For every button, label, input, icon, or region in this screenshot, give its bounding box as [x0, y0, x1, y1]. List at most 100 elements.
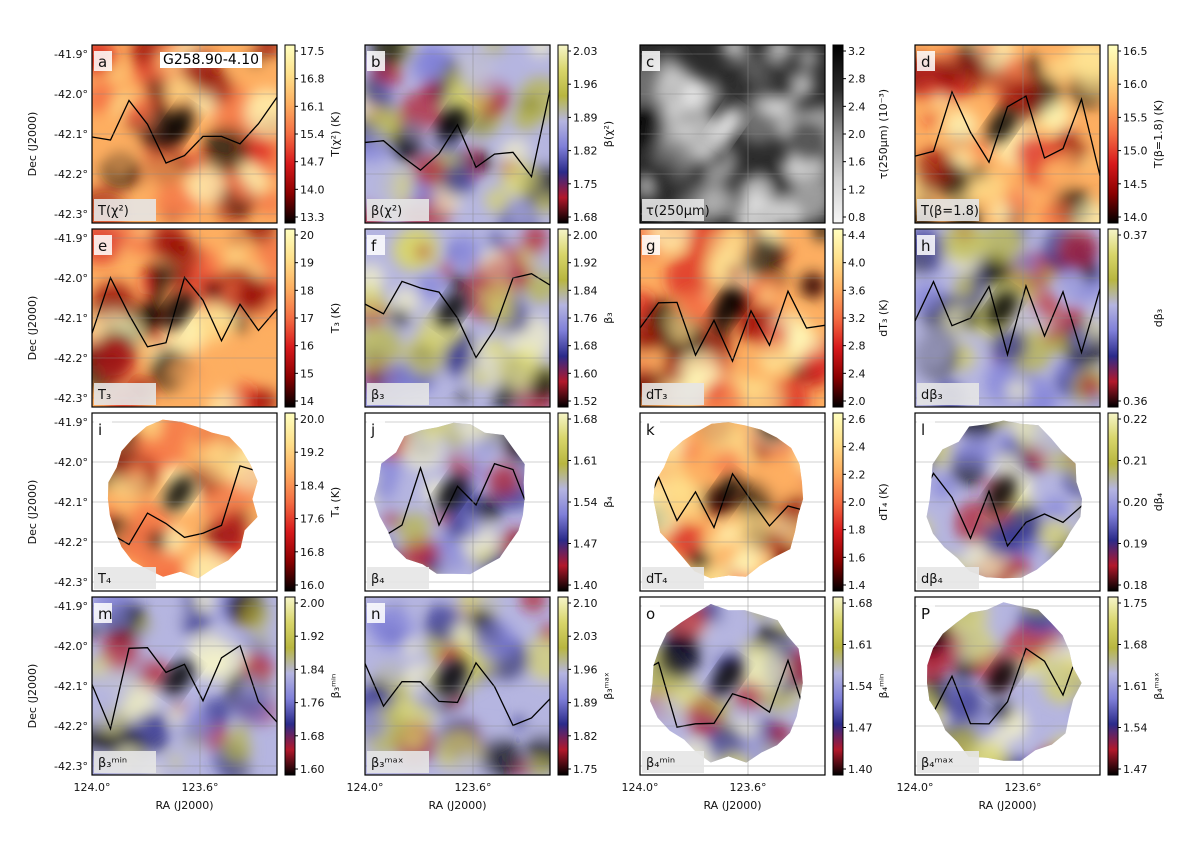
ra-tick-label: 124.0°: [74, 781, 111, 794]
colorbar-label: β₄: [602, 496, 615, 508]
panel-frame-n: [364, 596, 551, 776]
panel-label: T₄: [97, 572, 111, 587]
colorbar-tick: 1.40: [848, 763, 873, 776]
colorbar-f: [557, 228, 569, 408]
colorbar-tick: 1.75: [573, 178, 598, 191]
colorbar-tick: 1.82: [573, 730, 598, 743]
dec-tick-label: -42.2°: [54, 720, 88, 733]
colorbar-tick: 15.0: [1123, 145, 1148, 158]
panel-label: β₃: [371, 388, 385, 403]
panel-frame-g: [639, 228, 826, 408]
ra-tick-label: 124.0°: [897, 781, 934, 794]
colorbar-tick: 1.68: [848, 597, 873, 610]
dec-tick-label: -42.3°: [54, 760, 88, 773]
dec-tick-label: -41.9°: [54, 416, 88, 429]
figure-title: G258.90-4.10: [160, 52, 263, 68]
panel-b: b β(χ²) 1.68 1.75 1.82 1.89 1.96 2.03 β(χ²): [364, 44, 615, 224]
panel-letter: a: [98, 53, 107, 71]
ra-tick-label: 123.6°: [455, 781, 492, 794]
colorbar-tick: 20: [300, 229, 314, 242]
colorbar-tick: 1.89: [573, 111, 598, 124]
colorbar-j: [557, 412, 569, 592]
colorbar-tick: 16.8: [300, 73, 325, 86]
colorbar-tick: 16.1: [300, 100, 325, 113]
dec-tick-label: -42.3°: [54, 392, 88, 405]
colorbar-l: [1107, 412, 1119, 592]
ra-axis-label: RA (J2000): [978, 799, 1036, 812]
colorbar-tick: 1.6: [848, 551, 866, 564]
colorbar-tick: 1.84: [300, 663, 325, 676]
colorbar-tick: 18.4: [300, 479, 325, 492]
panel-frame-i: [91, 412, 278, 592]
colorbar-tick: 16.8: [300, 546, 325, 559]
colorbar-tick: 14.0: [1123, 211, 1148, 224]
panel-label: dT₄: [646, 572, 667, 587]
colorbar-m: [284, 596, 296, 776]
colorbar-b: [557, 44, 569, 224]
panel-letter: P: [921, 605, 930, 623]
dec-tick-label: -42.0°: [54, 272, 88, 285]
panel-letter: e: [98, 237, 107, 255]
colorbar-tick: 1.54: [1123, 722, 1148, 735]
colorbar-tick: 0.8: [848, 211, 866, 224]
colorbar-tick: 2.0: [848, 496, 866, 509]
colorbar-tick: 1.47: [1123, 763, 1148, 776]
colorbar-label: β₃: [602, 312, 615, 323]
colorbar-tick: 1.76: [300, 697, 325, 710]
dec-tick-label: -42.2°: [54, 536, 88, 549]
panel-g: g dT₃ 2.0 2.4 2.8 3.2 3.6 4.0 4.4 dT₃ (K): [639, 228, 890, 408]
colorbar-tick: 1.61: [573, 455, 598, 468]
panel-e: e T₃ 14 15 16 17 18 19 20 T₃ (K) -41.9° -42.0° -42.1…: [26, 228, 342, 408]
colorbar-tick: 0.37: [1123, 229, 1148, 242]
colorbar-tick: 2.10: [573, 597, 598, 610]
colorbar-tick: 14.7: [300, 156, 325, 169]
colorbar-tick: 16.0: [1123, 78, 1148, 91]
panel-frame-h: [914, 228, 1101, 408]
panel-letter: b: [371, 53, 381, 71]
panel-c: c τ(250μm) 0.8 1.2 1.6 2.0 2.4 2.8 3.2 τ(250μm) (…: [639, 44, 890, 224]
dec-tick-label: -42.0°: [54, 88, 88, 101]
panel-l: l dβ₄ 0.18 0.19 0.20 0.21 0.22 dβ₄: [914, 412, 1165, 592]
colorbar-a: [284, 44, 296, 224]
colorbar-e: [284, 228, 296, 408]
colorbar-tick: 1.2: [848, 183, 866, 196]
colorbar-tick: 3.2: [848, 312, 866, 325]
dec-axis-label: Dec (J2000): [26, 112, 39, 177]
dec-tick-label: -42.1°: [54, 680, 88, 693]
colorbar-tick: 1.54: [848, 680, 873, 693]
colorbar-tick: 14: [300, 395, 314, 408]
panel-f: f β₃ 1.52 1.60 1.68 1.76 1.84 1.92 2.00 β₃: [364, 228, 615, 408]
colorbar-tick: 2.00: [573, 229, 598, 242]
panel-letter: j: [370, 421, 375, 439]
colorbar-tick: 19: [300, 257, 314, 270]
dec-tick-label: -42.3°: [54, 208, 88, 221]
dec-tick-label: -41.9°: [54, 232, 88, 245]
colorbar-tick: 0.36: [1123, 395, 1148, 408]
colorbar-tick: 17.6: [300, 513, 325, 526]
panel-j: j β₄ 1.40 1.47 1.54 1.61 1.68 β₄: [364, 412, 615, 592]
colorbar-tick: 4.4: [848, 229, 866, 242]
colorbar-d: [1107, 44, 1119, 224]
colorbar-tick: 15.5: [1123, 111, 1148, 124]
panel-letter: l: [921, 421, 925, 439]
colorbar-tick: 17.5: [300, 45, 325, 58]
colorbar-label: τ(250μm) (10⁻³): [877, 89, 890, 179]
panel-letter: g: [646, 237, 656, 255]
colorbar-g: [832, 228, 844, 408]
colorbar-tick: 1.8: [848, 524, 866, 537]
colorbar-tick: 1.92: [300, 630, 325, 643]
colorbar-tick: 1.92: [573, 257, 598, 270]
dec-axis-label: Dec (J2000): [26, 664, 39, 729]
colorbar-tick: 1.68: [573, 211, 598, 224]
colorbar-tick: 1.84: [573, 284, 598, 297]
dec-tick-label: -42.2°: [54, 168, 88, 181]
colorbar-tick: 13.3: [300, 211, 325, 224]
ra-tick-label: 124.0°: [347, 781, 384, 794]
ra-axis-label: RA (J2000): [155, 799, 213, 812]
colorbar-label: β₃ᵐⁱⁿ: [329, 674, 342, 699]
colorbar-tick: 1.68: [573, 340, 598, 353]
panel-letter: c: [646, 53, 654, 71]
colorbar-tick: 18: [300, 284, 314, 297]
panel-frame-c: [639, 44, 826, 224]
colorbar-tick: 1.96: [573, 78, 598, 91]
